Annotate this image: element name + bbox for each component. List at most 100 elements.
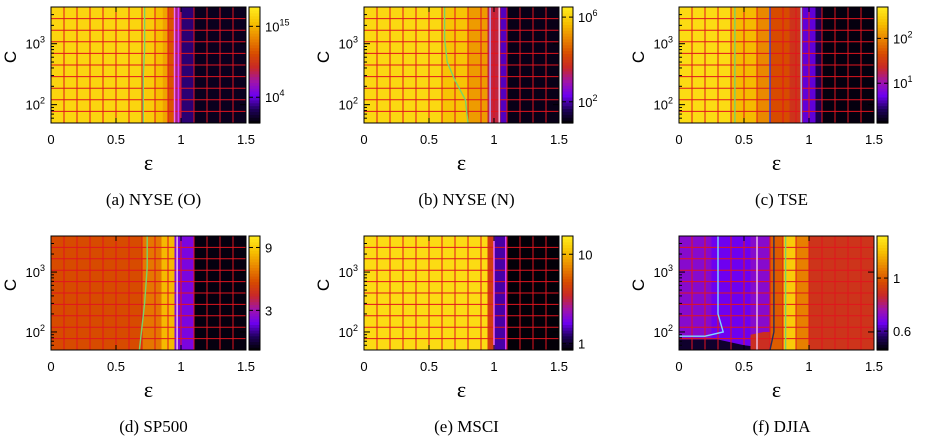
colorbar-segment — [249, 344, 260, 348]
colorbar-segment — [877, 41, 888, 46]
colorbar-segment — [877, 120, 888, 124]
y-tick-label: 103 — [339, 263, 358, 280]
y-axis-label: C — [629, 279, 648, 291]
colorbar-segment — [877, 73, 888, 78]
x-tick-label: 0.5 — [735, 359, 753, 374]
colorbar-segment — [877, 278, 888, 283]
colorbar-segment — [877, 321, 888, 325]
colorbar-segment — [562, 12, 573, 17]
colorbar-segment — [249, 88, 260, 92]
colorbar-segment — [877, 250, 888, 254]
colorbar-segment — [249, 264, 260, 268]
colorbar-segment — [877, 267, 888, 271]
colorbar-segment — [562, 301, 573, 305]
colorbar-segment — [249, 298, 260, 303]
colorbar-segment — [562, 96, 573, 101]
colorbar-segment — [877, 27, 888, 31]
colorbar-segment — [249, 105, 260, 110]
colorbar-segment — [249, 253, 260, 257]
colorbar-segment — [877, 284, 888, 288]
colorbar-segment — [877, 70, 888, 75]
plot-area — [364, 7, 559, 123]
colorbar-segment — [249, 67, 260, 72]
colorbar-segment — [562, 62, 573, 66]
colorbar-segment — [562, 250, 573, 254]
colorbar-segment — [249, 293, 260, 297]
colorbar-segment — [562, 30, 573, 34]
colorbar-segment — [249, 341, 260, 345]
colorbar-segment — [562, 275, 573, 280]
colorbar-segment — [562, 21, 573, 25]
heatmap-panel-3: 0 0.5 1 1.5 102 103 ε C 101 102 (c) TSE — [629, 6, 912, 209]
colorbar-segment — [877, 91, 888, 95]
colorbar-segment — [877, 293, 888, 297]
colorbar-segment — [562, 91, 573, 95]
colorbar-segment — [877, 82, 888, 86]
colorbar-segment — [877, 38, 888, 43]
colorbar-segment — [249, 270, 260, 274]
colorbar-segment — [562, 330, 573, 334]
colorbar-segment — [877, 114, 888, 118]
heatmap-panel-5: 0 0.5 1 1.5 102 103 ε C 1 10 (e) MSCI — [314, 235, 592, 436]
colorbar-segment — [562, 310, 573, 314]
colorbar-segment — [562, 327, 573, 331]
colorbar-segment — [562, 41, 573, 46]
colorbar-segment — [562, 332, 573, 337]
colorbar-segment — [249, 278, 260, 283]
colorbar-segment — [877, 307, 888, 311]
colorbar-segment — [562, 318, 573, 323]
colorbar-segment — [877, 258, 888, 263]
colorbar-segment — [562, 99, 573, 104]
colorbar-segment — [249, 255, 260, 260]
colorbar-segment — [562, 114, 573, 118]
colorbar-segment — [877, 253, 888, 257]
y-axis-label: C — [1, 279, 20, 291]
colorbar-segment — [877, 53, 888, 57]
colorbar-segment — [562, 105, 573, 110]
x-tick-label: 0 — [675, 132, 682, 147]
colorbar-segment — [562, 238, 573, 243]
colorbar-segment — [877, 330, 888, 334]
colorbar-segment — [562, 108, 573, 112]
colorbar-segment — [249, 241, 260, 246]
colorbar-tick-label: 0.6 — [893, 324, 911, 339]
colorbar-segment — [877, 275, 888, 280]
colorbar-segment — [562, 9, 573, 14]
plot-frame — [363, 6, 560, 124]
colorbar-segment — [249, 99, 260, 104]
colorbar-segment — [249, 312, 260, 317]
contour-line — [142, 7, 146, 123]
plot-area — [679, 236, 874, 350]
colorbar-segment — [562, 335, 573, 340]
colorbar-segment — [249, 38, 260, 43]
x-tick-label: 1 — [805, 132, 812, 147]
colorbar-segment — [249, 44, 260, 49]
colorbar-segment — [562, 278, 573, 283]
colorbar-segment — [249, 284, 260, 288]
x-tick-label: 1.5 — [865, 132, 883, 147]
contour-line — [679, 236, 725, 337]
colorbar-segment — [877, 261, 888, 266]
colorbar-segment — [249, 53, 260, 57]
colorbar-segment — [877, 50, 888, 54]
colorbar-tick-label: 102 — [893, 29, 912, 46]
colorbar-segment — [877, 76, 888, 81]
colorbar-segment — [562, 321, 573, 325]
x-tick-label: 1 — [490, 132, 497, 147]
plot-frame — [678, 235, 875, 351]
colorbar-segment — [249, 50, 260, 54]
colorbar-segment — [562, 24, 573, 28]
colorbar-segment — [877, 108, 888, 112]
x-tick-label: 0.5 — [107, 359, 125, 374]
colorbar-segment — [562, 44, 573, 49]
panel-caption: (e) MSCI — [434, 417, 499, 436]
colorbar-segment — [249, 338, 260, 343]
colorbar-segment — [877, 338, 888, 343]
colorbar-segment — [562, 261, 573, 266]
colorbar-segment — [249, 47, 260, 52]
colorbar-segment — [562, 53, 573, 57]
colorbar-segment — [249, 236, 260, 240]
plot-frame — [50, 235, 247, 351]
x-axis-label: ε — [144, 150, 153, 175]
